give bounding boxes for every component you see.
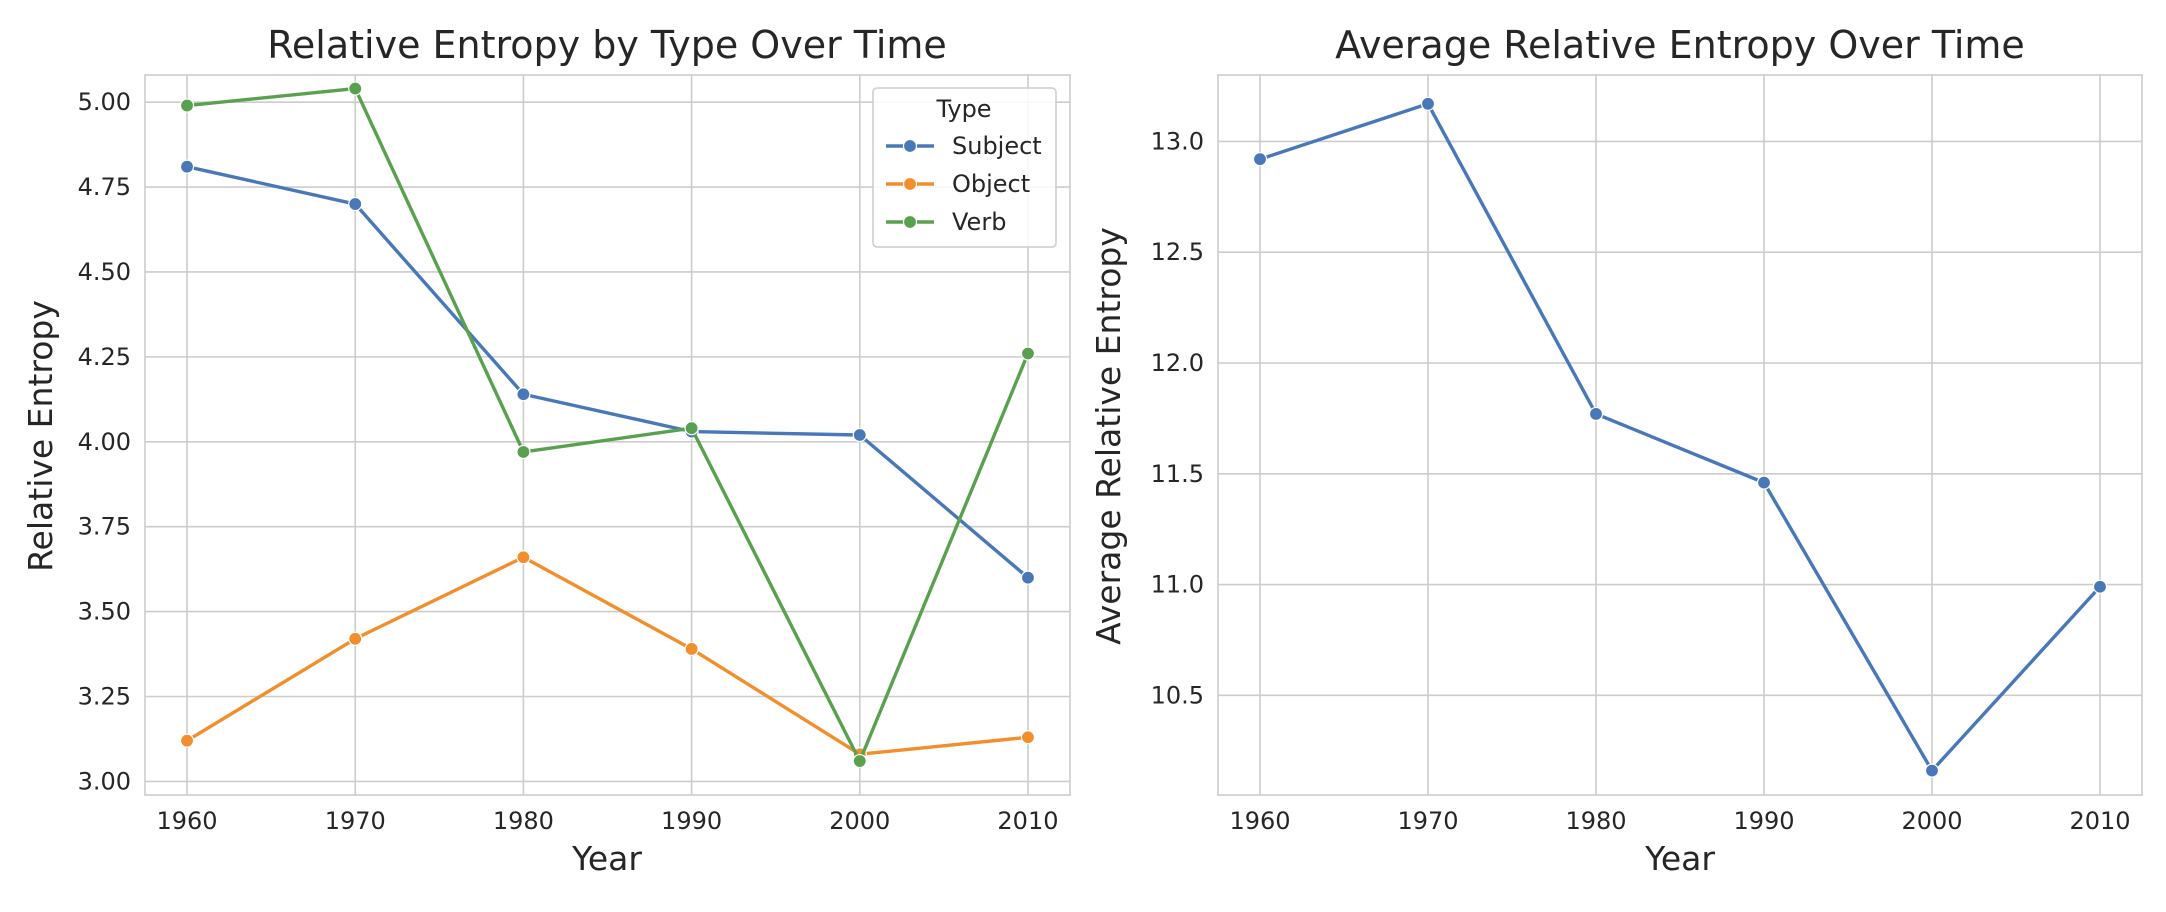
y-tick-label: 12.5 xyxy=(1151,238,1204,266)
y-tick-label: 4.75 xyxy=(78,173,131,201)
x-tick-label: 1960 xyxy=(1229,807,1290,835)
series-line-verb xyxy=(185,86,1030,763)
chart-title: Average Relative Entropy Over Time xyxy=(1335,23,2025,67)
y-tick-label: 5.00 xyxy=(78,88,131,116)
legend-title: Type xyxy=(935,95,991,123)
data-point-verb xyxy=(348,81,363,96)
x-tick-label: 2010 xyxy=(2069,807,2130,835)
data-point-verb xyxy=(684,421,699,436)
y-tick-label: 3.50 xyxy=(78,598,131,626)
x-tick-label: 1970 xyxy=(325,807,386,835)
data-point-average xyxy=(2092,579,2108,594)
chart-relative-entropy-by-type: Relative Entropy by Type Over Time 1960 1… xyxy=(21,23,1071,878)
data-point-verb xyxy=(179,98,195,113)
y-axis-label: Average Relative Entropy xyxy=(1089,227,1128,645)
series-line-average xyxy=(1258,102,2102,773)
y-tick-label: 3.00 xyxy=(78,767,131,795)
y-tick-label: 11.0 xyxy=(1151,571,1204,599)
x-tick-label: 2000 xyxy=(1901,807,1962,835)
x-tick-label: 1980 xyxy=(493,807,554,835)
y-tick-label: 10.5 xyxy=(1151,681,1204,709)
y-tick-label: 12.0 xyxy=(1151,349,1204,377)
y-tick-label: 11.5 xyxy=(1151,460,1204,488)
data-point-object xyxy=(684,641,699,657)
y-tick-label: 4.50 xyxy=(78,258,131,286)
y-axis-label: Relative Entropy xyxy=(21,300,60,572)
data-point-object xyxy=(516,550,531,565)
legend-marker-object xyxy=(902,176,918,192)
data-point-object xyxy=(348,631,363,646)
legend-marker-subject xyxy=(902,138,918,154)
y-tick-label: 13.0 xyxy=(1151,127,1204,155)
legend-box xyxy=(872,87,1057,248)
data-point-object xyxy=(1020,730,1036,745)
data-point-object xyxy=(179,733,195,748)
x-tick-label: 1990 xyxy=(661,807,722,835)
y-tick-label: 3.75 xyxy=(78,513,131,541)
legend-label-verb: Verb xyxy=(952,208,1006,236)
data-point-verb xyxy=(1020,346,1036,361)
chart-average-relative-entropy: Average Relative Entropy Over Time 1960 1… xyxy=(1089,23,2143,878)
axes: 1960 1970 1980 1990 2000 2010 10.5 11.0 11.5 12.0… xyxy=(1151,74,2143,835)
data-point-verb xyxy=(852,753,867,769)
x-tick-label: 1980 xyxy=(1565,807,1626,835)
x-tick-label: 2000 xyxy=(829,807,890,835)
series-layer xyxy=(179,81,1036,769)
data-point-average xyxy=(1588,406,1604,422)
series-layer xyxy=(1252,96,2108,778)
data-point-average xyxy=(1924,763,1940,778)
data-point-average xyxy=(1420,96,1436,111)
y-tick-label: 3.25 xyxy=(78,683,131,711)
data-point-subject xyxy=(179,159,195,174)
data-point-subject xyxy=(852,427,867,443)
x-axis-label: Year xyxy=(571,839,642,878)
data-point-subject xyxy=(516,387,531,402)
legend-label-object: Object xyxy=(952,170,1030,198)
data-point-average xyxy=(1756,475,1772,490)
x-tick-label: 1990 xyxy=(1733,807,1794,835)
legend-label-subject: Subject xyxy=(952,132,1042,160)
series-line-object xyxy=(185,555,1030,756)
legend-entries: Subject Object Verb xyxy=(886,132,1042,236)
y-tick-label: 4.00 xyxy=(78,428,131,456)
plot-frame xyxy=(1217,74,2143,796)
grid xyxy=(1218,75,2142,795)
legend-marker-verb xyxy=(902,214,918,230)
data-point-subject xyxy=(1020,570,1036,585)
x-tick-label: 2010 xyxy=(997,807,1058,835)
x-axis-label: Year xyxy=(1644,839,1715,878)
chart-title: Relative Entropy by Type Over Time xyxy=(267,23,947,67)
plot-frame xyxy=(144,74,1071,796)
data-point-verb xyxy=(516,444,531,460)
data-point-subject xyxy=(348,196,363,212)
y-tick-label: 4.25 xyxy=(78,343,131,371)
series-line-subject xyxy=(185,164,1030,580)
axes: 1960 1970 1980 1990 2000 2010 3.00 3.25 3.50 3.75… xyxy=(78,74,1071,835)
legend: Type Subject Object Verb xyxy=(872,87,1057,248)
data-point-average xyxy=(1252,152,1268,167)
x-tick-label: 1970 xyxy=(1397,807,1458,835)
x-tick-label: 1960 xyxy=(157,807,218,835)
